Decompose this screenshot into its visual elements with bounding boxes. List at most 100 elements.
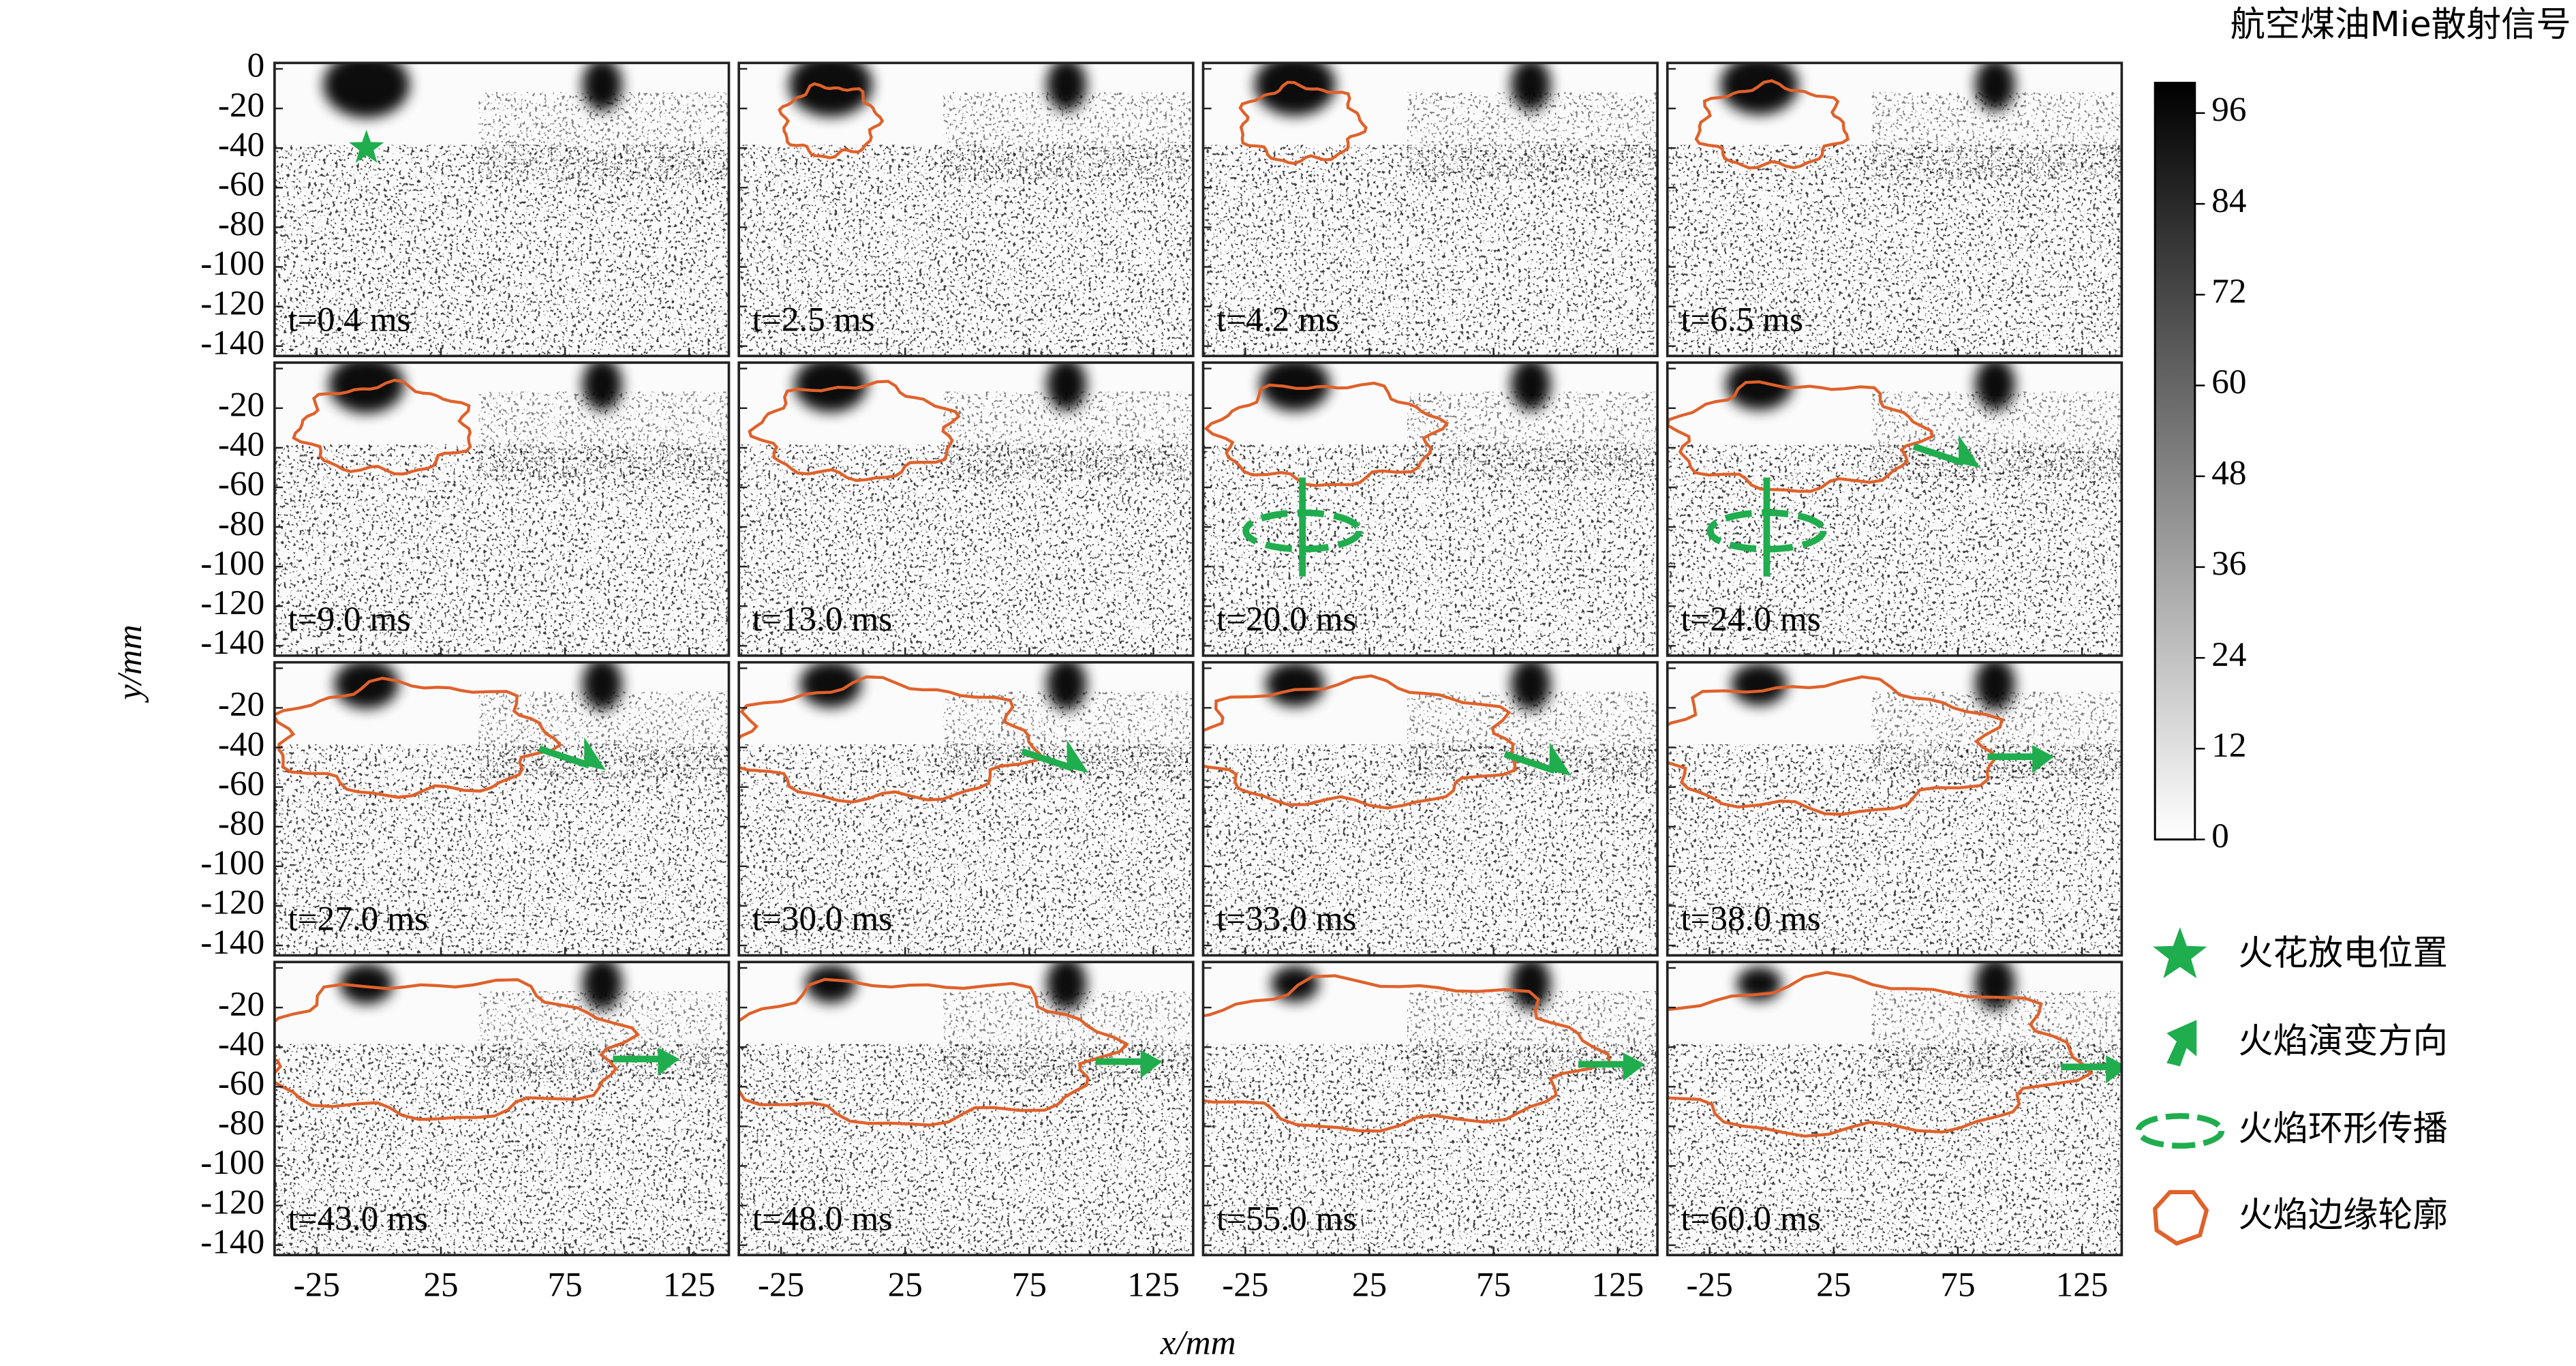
panel-image	[1203, 362, 1658, 656]
panel-image	[274, 962, 729, 1256]
spray-plume	[1046, 362, 1087, 411]
panel-image	[739, 662, 1193, 956]
spray-plume	[1975, 362, 2015, 411]
panel-label: t=27.0 ms	[288, 900, 427, 939]
spray-plume	[1254, 63, 1336, 116]
panel-frame	[1666, 661, 2123, 957]
panel: t=48.0 ms -25 25 75 125	[737, 960, 1195, 1305]
flame-contour	[739, 977, 1129, 1127]
y-tick-label: -20	[218, 386, 264, 425]
panel: t=30.0 ms	[737, 661, 1195, 957]
colorbar-tick-label: 84	[2211, 181, 2246, 220]
y-tick-label: -120	[200, 1183, 264, 1221]
legend-label: 火焰环形传播	[2238, 1109, 2448, 1149]
spray-plume	[1975, 962, 2015, 1011]
flame-contour	[274, 676, 563, 799]
panel-label: t=9.0 ms	[288, 600, 410, 639]
panel-image	[1203, 662, 1658, 956]
panel: t=55.0 ms -25 25 75 125	[1201, 960, 1659, 1305]
y-tick-label: -100	[200, 244, 264, 283]
legend-label: 火花放电位置	[2238, 934, 2448, 974]
direction-arrow	[658, 1047, 680, 1076]
flame-contour	[739, 675, 1042, 804]
spray-plume	[323, 63, 410, 118]
x-tick-label: 75	[547, 1266, 582, 1305]
y-tick-label: -100	[200, 1143, 264, 1182]
colorbar	[2153, 81, 2196, 841]
panel-label: t=60.0 ms	[1681, 1199, 1820, 1238]
panel-label: t=20.0 ms	[1216, 600, 1356, 639]
panel-frame	[273, 661, 731, 957]
spray-plume	[1975, 63, 2015, 112]
flame-contour	[1667, 380, 1934, 493]
y-tick-label: -120	[200, 284, 264, 322]
panel: t=38.0 ms	[1666, 661, 2123, 957]
colorbar-tick-label: 96	[2211, 91, 2246, 130]
panel-label: t=6.5 ms	[1681, 300, 1803, 339]
y-tick-label: -80	[218, 1104, 264, 1142]
panel-image	[274, 362, 729, 656]
x-tick-label: 75	[1012, 1266, 1047, 1305]
y-tick-label: -120	[200, 583, 264, 622]
x-tick-label: 25	[1352, 1266, 1387, 1305]
direction-arrow	[1912, 443, 1965, 466]
direction-arrow	[1140, 1050, 1163, 1078]
y-tick-label: -100	[200, 544, 264, 583]
colorbar-title: 航空煤油Mie散射信号	[2230, 5, 2571, 45]
panel-frame	[737, 661, 1195, 957]
y-tick-label: -20	[218, 86, 264, 125]
y-tick-label: -60	[218, 465, 264, 504]
direction-arrow	[1623, 1052, 1645, 1081]
panel-frame	[1201, 61, 1659, 358]
y-tick-label: -40	[218, 125, 264, 164]
panel-label: t=24.0 ms	[1681, 600, 1820, 639]
y-tick-label: -40	[218, 1024, 264, 1063]
x-axis-label: x/mm	[1160, 1324, 1236, 1363]
spray-plume	[1046, 662, 1087, 711]
panel: t=20.0 ms	[1201, 361, 1659, 657]
spray-plume	[582, 63, 623, 112]
spray-plume	[1975, 662, 2015, 711]
flame-contour	[1203, 674, 1518, 810]
y-axis-label: y/mm	[110, 624, 149, 703]
x-tick-label: 75	[1476, 1266, 1511, 1305]
panel: t=13.0 ms	[737, 361, 1195, 657]
x-tick-label: -25	[1687, 1266, 1733, 1305]
panel: t=9.0 ms -20-40-60-80-100-120-140	[200, 361, 731, 662]
spray-plume	[582, 962, 623, 1011]
spray-plume	[794, 362, 868, 412]
spray-plume	[1511, 362, 1551, 411]
flame-contour	[1238, 80, 1368, 165]
x-tick-label: -25	[1222, 1266, 1268, 1305]
panel-label: t=43.0 ms	[288, 1199, 427, 1238]
panel-frame	[273, 61, 731, 358]
panel-label: t=48.0 ms	[752, 1199, 892, 1238]
panel-image	[739, 362, 1193, 656]
spray-plume	[1046, 63, 1087, 112]
panel-frame	[273, 361, 731, 657]
panel-label: t=30.0 ms	[752, 900, 892, 939]
y-tick-label: -80	[218, 504, 264, 543]
spray-plume	[582, 662, 623, 711]
spray-plume	[799, 662, 862, 708]
x-tick-label: 125	[1127, 1266, 1180, 1305]
y-tick-label: -100	[200, 844, 264, 883]
panel-frame	[1666, 361, 2123, 657]
legend-marker	[2153, 1189, 2209, 1246]
spray-plume	[1720, 63, 1798, 115]
panel: t=24.0 ms	[1666, 361, 2123, 657]
y-tick-label: -140	[200, 1223, 264, 1262]
spray-plume	[582, 362, 623, 411]
legend-marker	[2166, 1020, 2197, 1067]
y-tick-label: -20	[218, 985, 264, 1024]
panel-label: t=55.0 ms	[1216, 1199, 1356, 1238]
y-tick-label: -80	[218, 804, 264, 843]
x-tick-label: 25	[888, 1266, 923, 1305]
panel-image	[1203, 63, 1658, 356]
colorbar-tick-label: 48	[2211, 454, 2246, 493]
y-tick-label: -20	[218, 685, 264, 724]
colorbar-tick-label: 0	[2211, 817, 2229, 855]
x-tick-label: 75	[1940, 1266, 1975, 1305]
y-tick-label: -40	[218, 425, 264, 464]
panel-frame	[1666, 960, 2123, 1257]
